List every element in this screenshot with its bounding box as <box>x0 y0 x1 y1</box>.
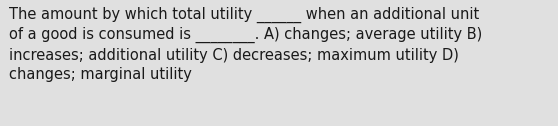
Text: The amount by which total utility ______ when an additional unit
of a good is co: The amount by which total utility ______… <box>9 6 482 82</box>
